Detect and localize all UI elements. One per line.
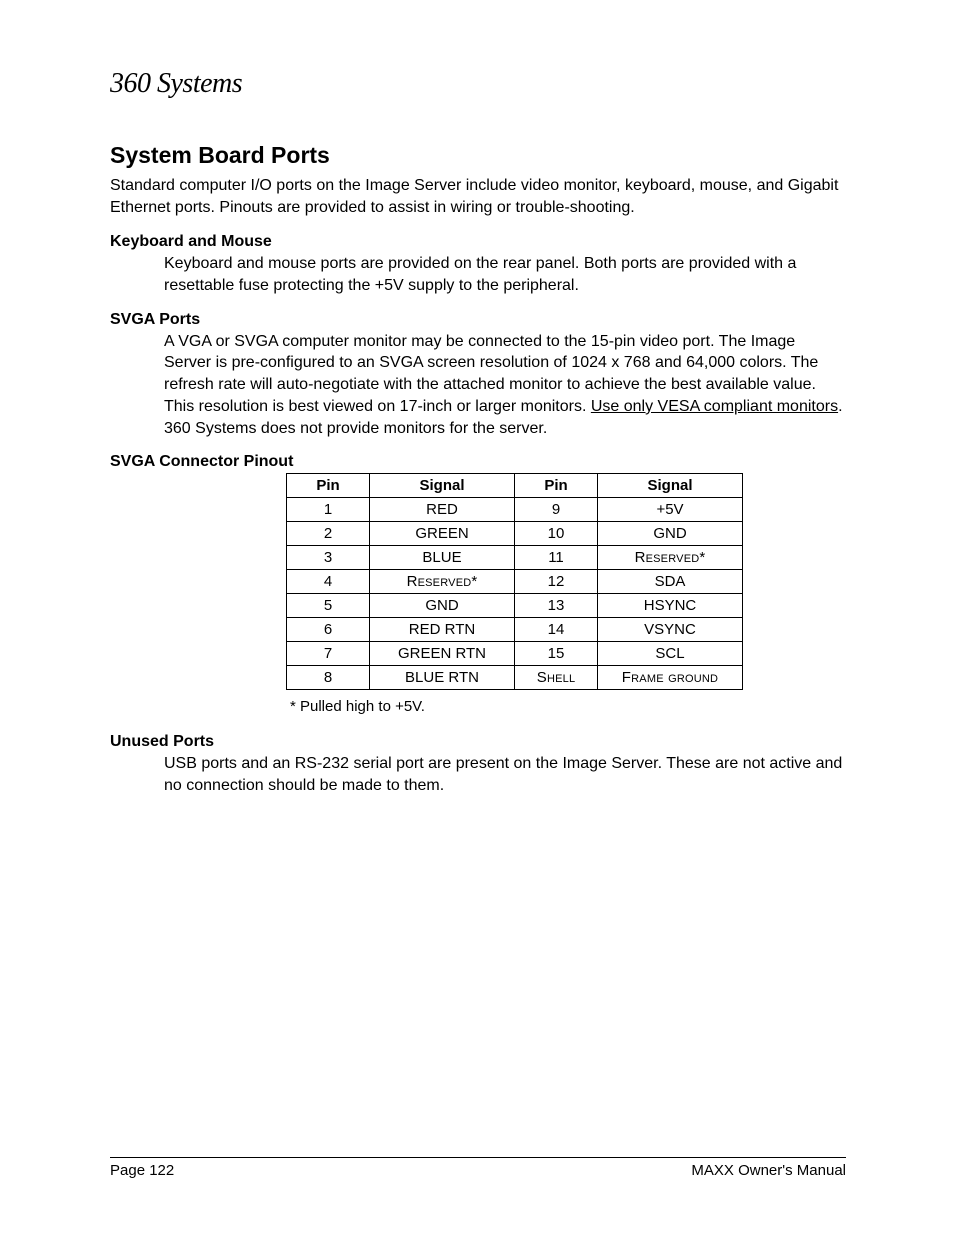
table-row: 8BLUE RTNShellFrame ground: [287, 666, 743, 690]
signal-cell: Reserved*: [598, 546, 743, 570]
pin-cell: 8: [287, 666, 370, 690]
signal-cell: RED: [370, 498, 515, 522]
intro-paragraph: Standard computer I/O ports on the Image…: [110, 175, 846, 219]
table-row: 4Reserved*12SDA: [287, 570, 743, 594]
pin-cell: Shell: [515, 666, 598, 690]
pinout-footnote: * Pulled high to +5V.: [290, 698, 846, 715]
signal-cell: Reserved*: [370, 570, 515, 594]
footer-page-number: Page 122: [110, 1162, 174, 1179]
signal-cell: BLUE: [370, 546, 515, 570]
table-row: 1RED9+5V: [287, 498, 743, 522]
signal-cell: VSYNC: [598, 618, 743, 642]
table-row: 5GND13HSYNC: [287, 594, 743, 618]
table-row: 6RED RTN14VSYNC: [287, 618, 743, 642]
signal-cell: RED RTN: [370, 618, 515, 642]
pin-cell: 7: [287, 642, 370, 666]
pin-cell: 6: [287, 618, 370, 642]
page: 360 Systems System Board Ports Standard …: [0, 0, 954, 1235]
signal-cell: GREEN: [370, 522, 515, 546]
heading-unused-ports: Unused Ports: [110, 733, 846, 751]
pin-cell: 3: [287, 546, 370, 570]
body-keyboard-mouse: Keyboard and mouse ports are provided on…: [110, 253, 846, 297]
signal-cell: BLUE RTN: [370, 666, 515, 690]
pin-cell: 11: [515, 546, 598, 570]
pin-cell: 13: [515, 594, 598, 618]
footer-manual-title: MAXX Owner's Manual: [691, 1162, 846, 1179]
signal-cell: GREEN RTN: [370, 642, 515, 666]
signal-cell: +5V: [598, 498, 743, 522]
body-svga-ports: A VGA or SVGA computer monitor may be co…: [110, 331, 846, 440]
th-signal-1: Signal: [370, 474, 515, 498]
brand-logo: 360 Systems: [110, 68, 846, 100]
signal-cell: Frame ground: [598, 666, 743, 690]
pin-cell: 9: [515, 498, 598, 522]
pin-cell: 14: [515, 618, 598, 642]
svga-body-underline: Use only VESA compliant monitors: [591, 398, 838, 415]
body-unused-ports: USB ports and an RS-232 serial port are …: [110, 753, 846, 797]
pinout-table: Pin Signal Pin Signal 1RED9+5V2GREEN10GN…: [286, 473, 743, 690]
table-row: 7GREEN RTN15SCL: [287, 642, 743, 666]
pin-cell: 5: [287, 594, 370, 618]
table-row: 2GREEN10GND: [287, 522, 743, 546]
heading-svga-pinout: SVGA Connector Pinout: [110, 453, 846, 471]
th-pin-2: Pin: [515, 474, 598, 498]
pin-cell: 4: [287, 570, 370, 594]
signal-cell: HSYNC: [598, 594, 743, 618]
signal-cell: SCL: [598, 642, 743, 666]
heading-keyboard-mouse: Keyboard and Mouse: [110, 233, 846, 251]
page-title: System Board Ports: [110, 142, 846, 169]
pin-cell: 12: [515, 570, 598, 594]
heading-svga-ports: SVGA Ports: [110, 311, 846, 329]
table-header-row: Pin Signal Pin Signal: [287, 474, 743, 498]
th-pin-1: Pin: [287, 474, 370, 498]
table-row: 3BLUE11Reserved*: [287, 546, 743, 570]
signal-cell: SDA: [598, 570, 743, 594]
pin-cell: 1: [287, 498, 370, 522]
signal-cell: GND: [598, 522, 743, 546]
signal-cell: GND: [370, 594, 515, 618]
page-footer: Page 122 MAXX Owner's Manual: [110, 1157, 846, 1179]
pin-cell: 10: [515, 522, 598, 546]
th-signal-2: Signal: [598, 474, 743, 498]
pin-cell: 15: [515, 642, 598, 666]
pin-cell: 2: [287, 522, 370, 546]
footer-rule: [110, 1157, 846, 1158]
